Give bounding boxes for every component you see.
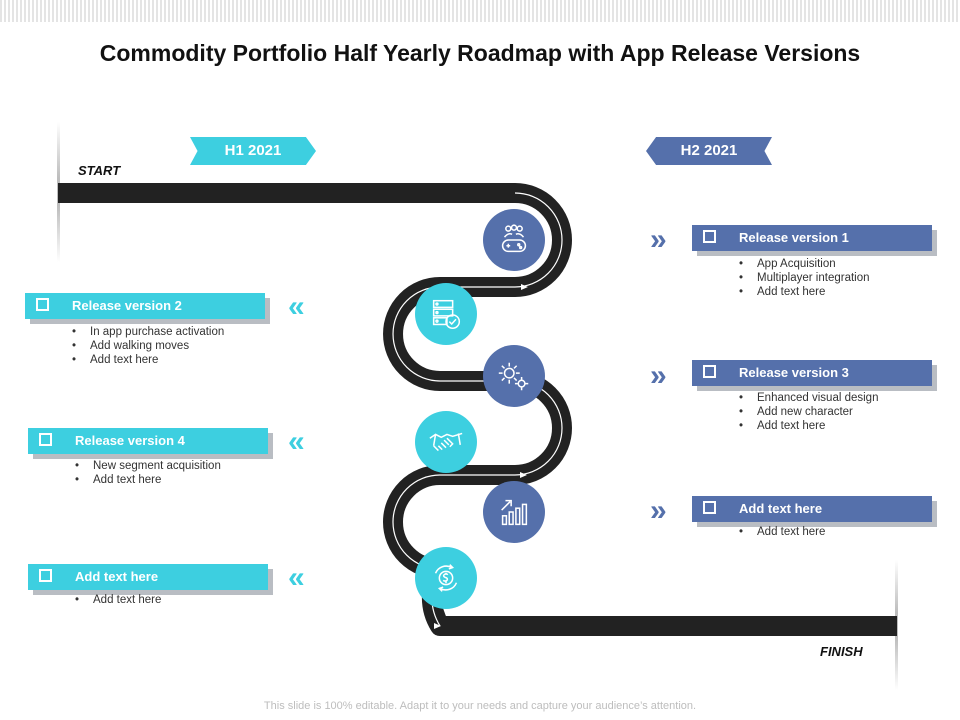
checkbox-square-icon [703, 230, 716, 243]
right-item-2-bullets: Enhanced visual design Add new character… [737, 391, 878, 433]
chevron-left-icon: « [288, 290, 304, 323]
list-item: Add text here [737, 525, 825, 539]
start-label: START [78, 163, 121, 178]
list-item: App Acquisition [737, 257, 870, 271]
finish-label: FINISH [820, 644, 863, 659]
chevron-left-icon: « [288, 425, 304, 458]
list-item: Add walking moves [70, 339, 224, 353]
list-item: Enhanced visual design [737, 391, 878, 405]
right-item-2-header: Release version 3 [692, 360, 932, 386]
list-item: Add new character [737, 405, 878, 419]
left-item-3-header: Add text here [28, 564, 268, 590]
right-item-1-title: Release version 1 [739, 230, 849, 245]
left-item-2-title: Release version 4 [75, 433, 185, 448]
slide-title: Commodity Portfolio Half Yearly Roadmap … [99, 40, 861, 66]
right-item-3-title: Add text here [739, 501, 823, 516]
list-item: Add text here [737, 419, 878, 433]
right-item-3-header: Add text here [692, 496, 932, 522]
server-check-icon [415, 283, 477, 345]
left-item-1-header: Release version 2 [25, 293, 265, 319]
list-item: New segment acquisition [73, 459, 221, 473]
left-item-2-header: Release version 4 [28, 428, 268, 454]
top-decor-strip [0, 0, 960, 22]
gears-icon [483, 345, 545, 407]
left-item-3-title: Add text here [75, 569, 159, 584]
footer-note: This slide is 100% editable. Adapt it to… [263, 700, 697, 712]
right-item-3-bullets: Add text here [737, 525, 825, 539]
list-item: Add text here [73, 473, 221, 487]
checkbox-square-icon [703, 365, 716, 378]
list-item: In app purchase activation [70, 325, 224, 339]
right-item-2-title: Release version 3 [739, 365, 849, 380]
list-item: Add text here [73, 593, 161, 607]
chevron-left-icon: « [288, 561, 304, 594]
h2-2021-tag: H2 2021 [646, 137, 772, 165]
growth-chart-icon [483, 481, 545, 543]
checkbox-square-icon [39, 569, 52, 582]
list-item: Add text here [70, 353, 224, 367]
road-arrow [520, 472, 527, 478]
left-item-3-bullets: Add text here [73, 593, 161, 607]
chevron-right-icon: » [650, 494, 666, 527]
left-item-2-bullets: New segment acquisition Add text here [73, 459, 221, 487]
handshake-icon [415, 411, 477, 473]
checkbox-square-icon [39, 433, 52, 446]
road-arrow [434, 623, 441, 629]
road-arrow [521, 284, 528, 290]
list-item: Multiplayer integration [737, 271, 870, 285]
chevron-right-icon: » [650, 223, 666, 256]
dollar-cycle-icon [415, 547, 477, 609]
h1-2021-tag: H1 2021 [190, 137, 316, 165]
right-item-1-bullets: App Acquisition Multiplayer integration … [737, 257, 870, 299]
chevron-right-icon: » [650, 359, 666, 392]
list-item: Add text here [737, 285, 870, 299]
left-item-1-bullets: In app purchase activation Add walking m… [70, 325, 224, 367]
checkbox-square-icon [36, 298, 49, 311]
gamepad-team-icon [483, 209, 545, 271]
left-item-1-title: Release version 2 [72, 298, 182, 313]
checkbox-square-icon [703, 501, 716, 514]
right-item-1-header: Release version 1 [692, 225, 932, 251]
